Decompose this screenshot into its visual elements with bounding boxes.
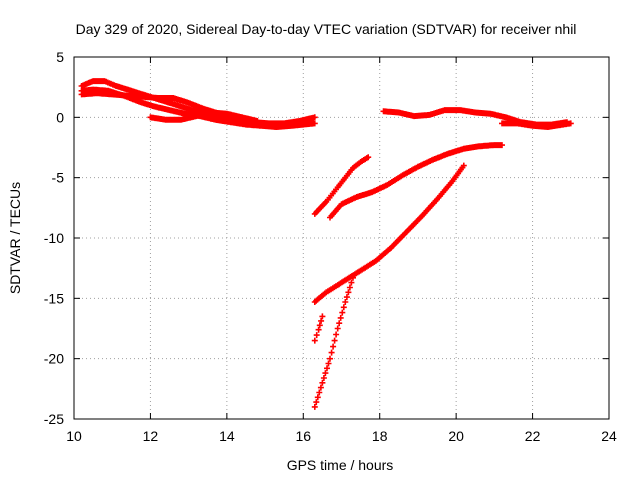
series-track-i — [311, 162, 467, 305]
x-tick-label: 22 — [525, 428, 541, 444]
x-axis-label: GPS time / hours — [287, 457, 394, 473]
x-tick-label: 18 — [372, 428, 388, 444]
series-track-j — [311, 274, 356, 410]
x-tick-label: 12 — [143, 428, 159, 444]
y-tick-label: -20 — [44, 351, 64, 367]
x-tick-label: 10 — [66, 428, 82, 444]
axis-ticks — [73, 56, 610, 420]
series-markers — [327, 142, 505, 221]
series-track-g — [311, 154, 372, 217]
series-markers — [499, 120, 574, 130]
x-tick-label: 20 — [448, 428, 464, 444]
y-axis-label: SDTVAR / TECUs — [7, 182, 23, 294]
y-tick-label: -10 — [44, 230, 64, 246]
x-tick-label: 24 — [601, 428, 617, 444]
series-track-h — [327, 142, 505, 221]
y-tick-label: -15 — [44, 290, 64, 306]
chart-title: Day 329 of 2020, Sidereal Day-to-day VTE… — [76, 21, 577, 37]
series-track-f — [499, 120, 574, 130]
y-tick-label: 0 — [56, 109, 64, 125]
series-track-d — [147, 109, 261, 124]
series-markers — [147, 109, 261, 124]
series-markers — [311, 313, 326, 344]
x-tick-label: 16 — [295, 428, 311, 444]
x-tick-label: 14 — [219, 428, 235, 444]
y-tick-label: 5 — [56, 49, 64, 65]
y-tick-label: -5 — [52, 170, 65, 186]
series-markers — [311, 154, 372, 217]
data-series — [78, 78, 574, 410]
series-markers — [311, 274, 356, 410]
y-tick-label: -25 — [44, 411, 64, 427]
series-track-k — [311, 313, 326, 344]
tick-labels: 10 12 14 16 18 20 22 24 5 0 -5 -10 -15 -20 -25 — [44, 49, 617, 444]
series-markers — [311, 162, 467, 305]
